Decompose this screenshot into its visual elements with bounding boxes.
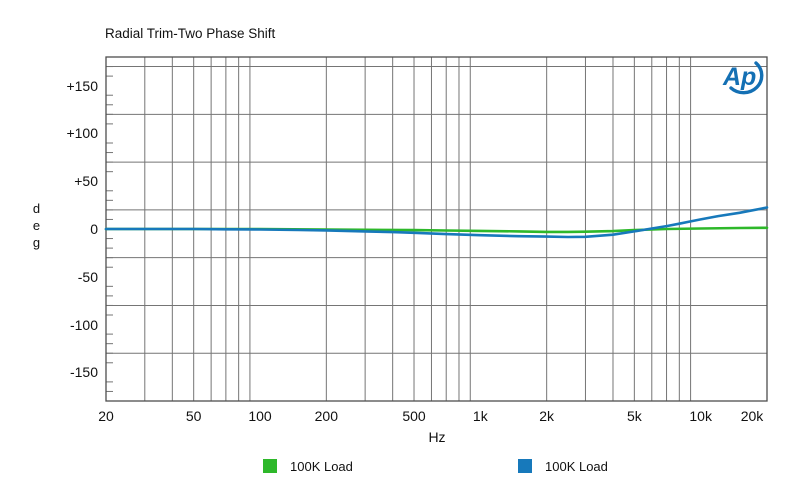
x-tick-label: 5k xyxy=(626,408,642,424)
x-tick-label: 2k xyxy=(539,408,555,424)
chart-title: Radial Trim-Two Phase Shift xyxy=(105,26,276,41)
legend-item-blue: 100K Load xyxy=(518,457,608,475)
x-tick-label: 20 xyxy=(98,408,114,424)
legend-label-blue: 100K Load xyxy=(545,458,608,474)
x-tick-label: 100 xyxy=(248,408,272,424)
y-tick-label: +100 xyxy=(66,125,98,142)
x-axis-title: Hz xyxy=(428,429,446,445)
x-tick-label: 20k xyxy=(740,408,764,424)
legend-swatch-blue xyxy=(518,459,532,473)
x-tick-label: 50 xyxy=(185,408,202,424)
y-tick-label: +50 xyxy=(74,173,98,190)
legend-label-green: 100K Load xyxy=(290,458,353,474)
logo-swoosh-arc xyxy=(729,61,764,95)
x-tick-label: 1k xyxy=(472,408,488,424)
y-tick-label: 0 xyxy=(90,221,98,237)
legend-swatch-green xyxy=(263,459,277,473)
y-tick-label: -150 xyxy=(69,364,98,381)
y-tick-label: -100 xyxy=(69,316,98,333)
audio-precision-logo: Ap xyxy=(722,61,764,95)
y-tick-label: -50 xyxy=(77,268,98,285)
y-tick-label: +150 xyxy=(66,77,98,94)
logo-text: Ap xyxy=(722,63,756,91)
x-tick-label: 500 xyxy=(402,408,426,424)
x-tick-label: 10k xyxy=(689,408,712,424)
x-tick-label: 200 xyxy=(314,408,338,424)
legend-item-green: 100K Load xyxy=(263,457,353,475)
y-axis-title: deg xyxy=(29,201,44,252)
